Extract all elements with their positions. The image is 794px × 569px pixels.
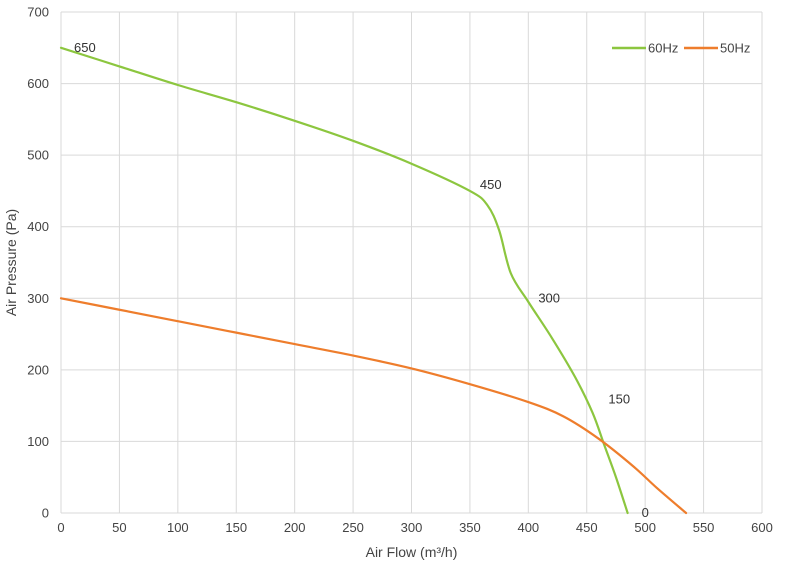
data-label: 450: [480, 177, 502, 192]
x-tick-label: 200: [284, 520, 306, 535]
x-tick-label: 250: [342, 520, 364, 535]
legend-label-60hz: 60Hz: [648, 41, 678, 56]
y-tick-label: 500: [27, 148, 49, 163]
grid: [60, 11, 763, 514]
x-tick-label: 350: [459, 520, 481, 535]
series-lines: [59, 46, 688, 515]
series-line-60hz: [59, 46, 629, 515]
y-tick-label: 300: [27, 291, 49, 306]
legend-label-50hz: 50Hz: [720, 41, 750, 56]
x-tick-label: 150: [225, 520, 247, 535]
y-tick-label: 400: [27, 219, 49, 234]
x-tick-label: 500: [634, 520, 656, 535]
data-label: 0: [642, 505, 649, 520]
y-tick-label: 0: [42, 506, 49, 521]
x-axis-title: Air Flow (m³/h): [366, 544, 458, 560]
data-label: 300: [538, 290, 560, 305]
x-tick-label: 550: [693, 520, 715, 535]
x-tick-label: 450: [576, 520, 598, 535]
x-tick-label: 400: [517, 520, 539, 535]
x-tick-label: 0: [57, 520, 64, 535]
legend: 60Hz 50Hz: [612, 41, 750, 56]
y-axis-title: Air Pressure (Pa): [3, 209, 19, 316]
data-label: 150: [608, 392, 630, 407]
y-tick-label: 600: [27, 76, 49, 91]
data-label: 650: [74, 40, 96, 55]
x-tick-label: 100: [167, 520, 189, 535]
x-tick-label: 600: [751, 520, 773, 535]
y-tick-label: 700: [27, 5, 49, 20]
y-tick-label: 100: [27, 434, 49, 449]
x-tick-label: 300: [401, 520, 423, 535]
data-labels: 650 450 300 150 0: [74, 40, 649, 520]
x-tick-label: 50: [112, 520, 126, 535]
tick-labels: 0 50 100 150 200 250 300 350 400 450 500 550 600 0 100…: [27, 5, 773, 536]
y-tick-label: 200: [27, 362, 49, 377]
series-line-50hz: [59, 297, 688, 515]
